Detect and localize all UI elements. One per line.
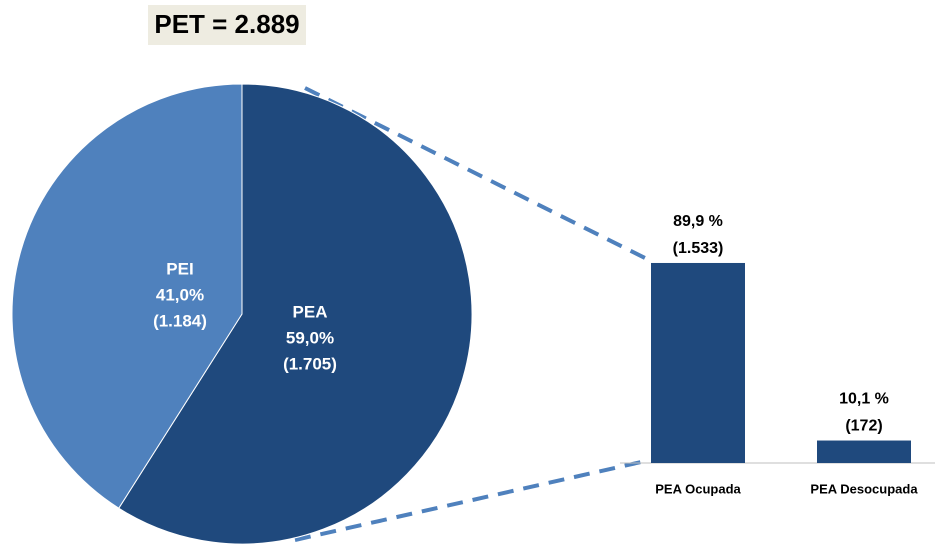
bar-percent: 10,1 % [839, 391, 889, 408]
chart-title: PET = 2.889 [154, 9, 299, 39]
bar [651, 262, 745, 463]
bar-percent: 89,9 % [673, 213, 723, 230]
connector-line [294, 458, 651, 542]
x-tick-label: PEA Ocupada [655, 481, 741, 496]
slice-category: PEI [166, 259, 193, 278]
connector-line [304, 86, 646, 260]
slice-percent: 59,0% [286, 328, 334, 347]
title-box [148, 5, 306, 45]
bar-count: (172) [845, 418, 882, 435]
slice-percent: 41,0% [156, 285, 204, 304]
pie-slice [11, 83, 243, 509]
slice-count: (1.705) [283, 354, 337, 373]
bar-count: (1.533) [673, 240, 724, 257]
slice-category: PEA [293, 302, 328, 321]
x-tick-label: PEA Desocupada [810, 481, 918, 496]
slice-count: (1.184) [153, 311, 207, 330]
bar [817, 440, 911, 463]
